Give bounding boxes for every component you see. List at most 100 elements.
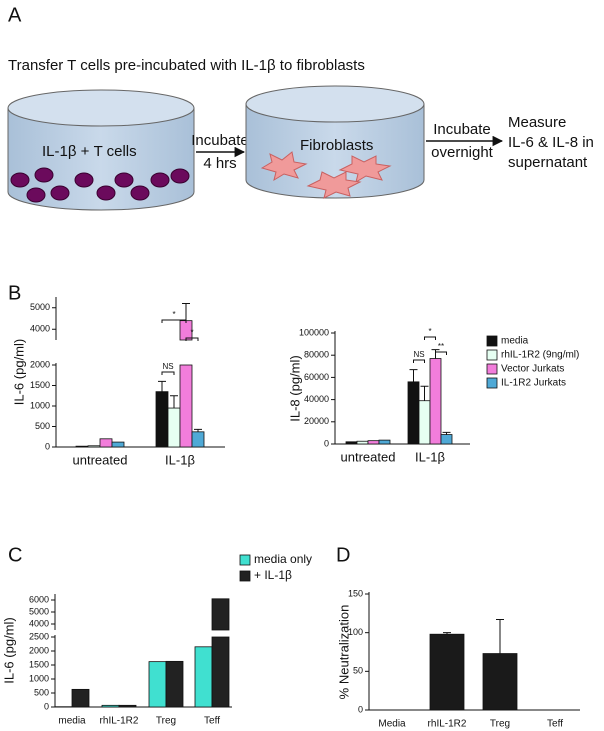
bar	[179, 364, 193, 448]
x-tick-label: untreated	[341, 449, 396, 464]
bar	[148, 661, 167, 708]
bar-upper	[211, 598, 230, 631]
significance-bracket	[185, 337, 199, 341]
legend-swatch	[486, 349, 498, 361]
bar	[356, 440, 369, 445]
y-tick-label: 1000	[29, 673, 49, 683]
y-tick-label: 40000	[304, 394, 329, 404]
significance-bracket	[413, 359, 425, 363]
error-bar	[170, 395, 178, 409]
y-tick-label: 50	[353, 666, 363, 676]
bar	[211, 636, 230, 708]
y-tick-label: 0	[358, 704, 363, 714]
legend-label: media only	[254, 552, 312, 566]
legend-swatch	[239, 570, 251, 582]
significance-label: *	[190, 328, 193, 337]
diagram-title: Transfer T cells pre-incubated with IL-1…	[8, 57, 365, 74]
bar	[191, 431, 205, 448]
bar	[101, 704, 120, 708]
legend-label: media	[501, 336, 529, 347]
bar	[75, 445, 89, 448]
bar	[440, 434, 453, 445]
y-tick-label: 5000	[30, 302, 50, 312]
x-tick-label: Teff	[204, 716, 220, 727]
error-bar	[496, 619, 504, 654]
y-tick-label: 2500	[29, 631, 49, 641]
bar	[418, 400, 431, 445]
arrow-label: overnight	[431, 144, 494, 161]
legend-label: IL-1R2 Jurkats	[501, 378, 566, 389]
bar	[482, 653, 518, 711]
x-tick-label: untreated	[73, 452, 128, 467]
error-bar	[194, 428, 202, 432]
cylinder-label: IL-1β + T cells	[42, 143, 137, 160]
y-tick-label: 20000	[304, 416, 329, 426]
y-tick-label: 2000	[29, 645, 49, 655]
error-bar	[443, 632, 451, 635]
significance-label: NS	[413, 350, 424, 359]
significance-bracket	[435, 351, 447, 355]
arrow-label: Incubate	[191, 132, 249, 149]
significance-label: *	[428, 327, 431, 336]
y-tick-label: 150	[348, 588, 363, 598]
bar	[71, 688, 90, 708]
bar	[194, 646, 213, 708]
panel-label: B	[8, 282, 21, 304]
y-tick-label: 80000	[304, 350, 329, 360]
x-tick-label: Treg	[156, 716, 176, 727]
significance-bracket	[424, 336, 436, 340]
middle-cylinder	[245, 85, 425, 199]
bar	[165, 660, 184, 708]
bar	[87, 445, 101, 448]
legend-swatch	[486, 363, 498, 375]
y-tick-label: 0	[44, 701, 49, 711]
legend-swatch	[239, 554, 251, 566]
y-axis-label: % Neutralization	[336, 605, 351, 700]
result-text: IL-6 & IL-8 in	[508, 134, 594, 151]
legend-swatch	[486, 335, 498, 347]
y-tick-label: 500	[35, 421, 50, 431]
significance-label: **	[438, 342, 444, 351]
legend-swatch	[486, 377, 498, 389]
y-tick-label: 100000	[299, 327, 329, 337]
error-bar	[158, 380, 166, 392]
y-tick-label: 0	[324, 438, 329, 448]
x-tick-label: IL-1β	[415, 449, 445, 464]
y-tick-label: 100	[348, 627, 363, 637]
bar	[367, 440, 380, 445]
error-bar	[182, 302, 190, 321]
error-bar	[409, 369, 418, 382]
x-tick-label: media	[58, 716, 86, 727]
panel-label: D	[336, 544, 350, 566]
x-tick-label: rhIL-1R2	[100, 716, 139, 727]
significance-bracket	[161, 371, 175, 375]
legend-label: Vector Jurkats	[501, 364, 564, 375]
bar	[407, 381, 420, 445]
bar	[345, 441, 358, 445]
result-text: supernatant	[508, 154, 588, 171]
bar	[378, 439, 391, 445]
bar	[167, 407, 181, 448]
legend-label: + IL-1β	[254, 568, 292, 582]
y-tick-label: 6000	[29, 594, 49, 604]
y-tick-label: 500	[34, 687, 49, 697]
bar	[99, 438, 113, 448]
bar	[429, 633, 465, 711]
y-tick-label: 5000	[29, 606, 49, 616]
y-tick-label: 2000	[30, 359, 50, 369]
cylinder-label: Fibroblasts	[300, 137, 373, 154]
y-axis-label: IL-8 (pg/ml)	[287, 355, 302, 421]
panel-label: C	[8, 544, 22, 566]
x-tick-label: rhIL-1R2	[428, 719, 467, 730]
y-axis-label: IL-6 (pg/ml)	[1, 617, 16, 683]
y-tick-label: 1500	[29, 659, 49, 669]
significance-label: *	[172, 310, 175, 319]
error-bar	[420, 385, 429, 401]
x-tick-label: Treg	[490, 719, 510, 730]
y-tick-label: 60000	[304, 372, 329, 382]
left-cylinder	[7, 89, 195, 211]
arrow-label: Incubate	[433, 121, 491, 138]
y-tick-label: 1500	[30, 380, 50, 390]
